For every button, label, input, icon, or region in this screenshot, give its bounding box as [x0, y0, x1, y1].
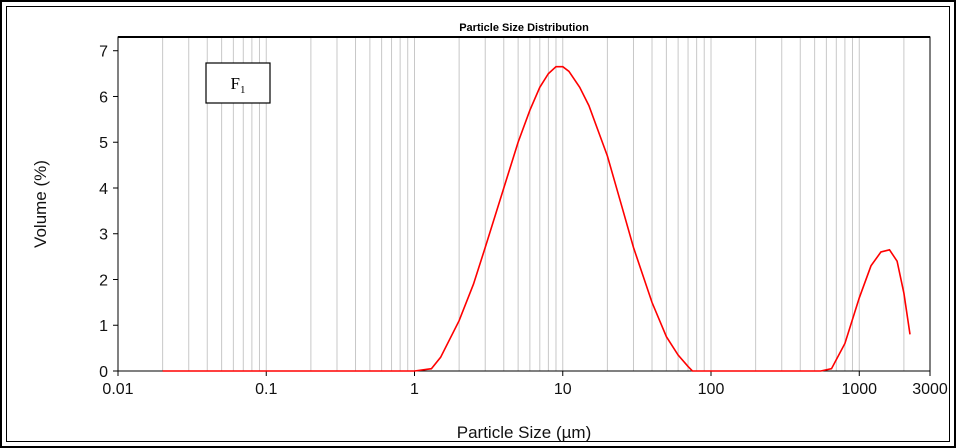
x-tick-label: 100	[698, 381, 725, 398]
y-tick-label: 6	[99, 89, 108, 106]
sample-label-main: F	[231, 74, 240, 93]
x-tick-label: 10	[554, 381, 572, 398]
x-axis-label: Particle Size (µm)	[457, 423, 591, 442]
sample-label-border	[205, 62, 271, 104]
y-axis-label: Volume (%)	[31, 160, 50, 248]
sample-label: F1	[231, 74, 246, 96]
x-tick-label: 1000	[841, 381, 877, 398]
y-tick-label: 2	[99, 272, 108, 289]
y-tick-label: 7	[99, 44, 108, 61]
series-line	[162, 65, 911, 372]
x-tick-label: 1	[410, 381, 419, 398]
x-tick-label: 0.1	[255, 381, 277, 398]
x-tick-label: 0.01	[102, 381, 133, 398]
y-tick-label: 0	[99, 364, 108, 381]
sample-label-subscript: 1	[240, 84, 246, 96]
plot-area	[117, 36, 931, 372]
axis-ticks: 0 1 2 3 4 5 6 7 0.01 0.1 1 10 100 1000 3000	[99, 44, 948, 398]
x-tick-label: 3000	[912, 381, 948, 398]
y-tick-label: 1	[99, 318, 108, 335]
chart-title: Particle Size Distribution	[459, 22, 589, 34]
sample-label-box: F1	[205, 62, 271, 104]
y-tick-label: 4	[99, 181, 108, 198]
y-tick-label: 5	[99, 135, 108, 152]
y-tick-label: 3	[99, 227, 108, 244]
